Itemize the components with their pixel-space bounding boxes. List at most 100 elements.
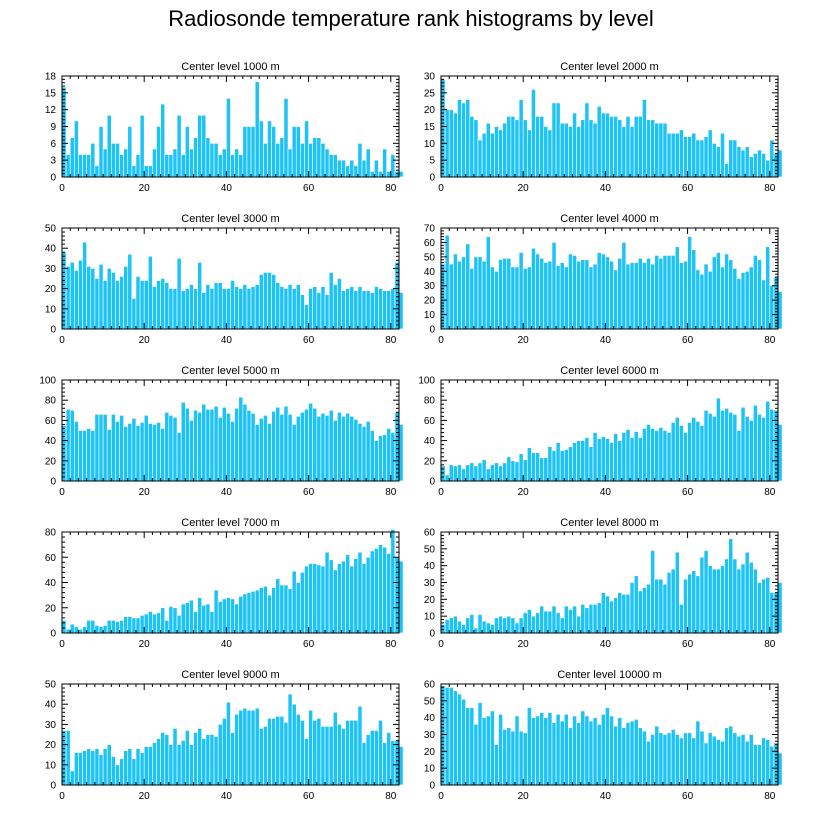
- histogram-bar: [123, 426, 129, 482]
- histogram-bar: [720, 565, 725, 634]
- y-tick-label: 0: [50, 173, 56, 184]
- histogram-bar: [687, 422, 692, 482]
- x-tick-label: 40: [221, 639, 233, 650]
- histogram-bar: [390, 740, 396, 786]
- histogram-bar: [374, 159, 379, 178]
- histogram-bar: [304, 120, 309, 178]
- histogram-bar: [744, 551, 750, 634]
- histogram-bar: [522, 459, 528, 482]
- y-tick-label: 100: [418, 376, 435, 387]
- histogram-bar: [642, 428, 647, 482]
- x-tick-label: 20: [139, 335, 151, 346]
- histogram-bar: [543, 717, 549, 786]
- histogram-bar: [291, 288, 297, 330]
- histogram-panel: Center level 10000 m 0 20 40 60 80 0 10 20 30 40 50…: [424, 669, 783, 802]
- histogram-bar: [337, 278, 342, 330]
- histogram-bar: [494, 617, 499, 634]
- histogram-bar: [473, 256, 479, 330]
- y-tick-label: 0: [50, 325, 56, 336]
- y-tick-label: 20: [424, 105, 436, 116]
- histogram-bar: [518, 617, 524, 634]
- histogram-bar: [617, 440, 623, 482]
- histogram-bar: [514, 461, 520, 482]
- histogram-bar: [633, 116, 639, 178]
- histogram-bar: [637, 727, 643, 786]
- x-tick-label: 60: [303, 639, 315, 650]
- histogram-bar: [304, 304, 309, 330]
- x-tick-label: 20: [139, 791, 151, 802]
- histogram-bar: [184, 126, 190, 178]
- x-tick-label: 20: [518, 183, 530, 194]
- histogram-bar: [189, 599, 194, 634]
- histogram-bar: [386, 290, 392, 330]
- histogram-bar: [711, 416, 717, 482]
- histogram-bar: [337, 412, 342, 482]
- y-tick-label: 0: [429, 477, 435, 488]
- histogram-bar: [374, 440, 379, 482]
- histogram-bar: [152, 424, 157, 482]
- histogram-bar: [744, 740, 750, 786]
- histogram-bar: [444, 687, 450, 786]
- histogram-bar: [176, 432, 182, 482]
- histogram-bar: [152, 742, 157, 786]
- histogram-bar: [382, 290, 387, 330]
- histogram-bar: [596, 724, 602, 786]
- histogram-bar: [254, 589, 260, 634]
- histogram-bar: [106, 429, 112, 482]
- histogram-bar: [279, 716, 285, 786]
- histogram-bar: [156, 738, 161, 786]
- histogram-bar: [86, 154, 92, 178]
- histogram-bar: [531, 717, 536, 786]
- histogram-bar: [213, 282, 219, 330]
- histogram-bar: [131, 165, 137, 178]
- histogram-bar: [522, 612, 528, 634]
- histogram-bar: [86, 748, 92, 786]
- histogram-bar: [576, 722, 582, 786]
- histogram-bar: [596, 106, 602, 178]
- histogram-bar: [547, 260, 553, 330]
- histogram-bar: [176, 257, 182, 330]
- histogram-bar: [683, 260, 688, 330]
- y-tick-label: 80: [424, 396, 436, 407]
- histogram-bar: [295, 284, 301, 330]
- histogram-bar: [164, 154, 170, 178]
- histogram-bar: [658, 578, 664, 634]
- histogram-bar: [135, 154, 141, 178]
- histogram-bar: [600, 713, 606, 786]
- x-tick-label: 80: [385, 487, 397, 498]
- histogram-bar: [123, 616, 129, 634]
- histogram-bar: [494, 270, 499, 330]
- histogram-bar: [156, 126, 161, 178]
- histogram-bar: [111, 414, 116, 482]
- y-tick-label: 0: [429, 173, 435, 184]
- histogram-bar: [226, 597, 231, 634]
- histogram-bar: [761, 279, 766, 330]
- histogram-bar: [152, 613, 157, 634]
- histogram-bar: [502, 462, 508, 482]
- histogram-bar: [481, 717, 487, 786]
- histogram-bar: [465, 707, 471, 786]
- histogram-bar: [683, 136, 688, 178]
- histogram-bar: [736, 278, 742, 330]
- histogram-bar: [295, 126, 301, 178]
- histogram-bar: [605, 707, 610, 786]
- histogram-bar: [646, 119, 651, 178]
- histogram-bar: [94, 278, 100, 330]
- histogram-bar: [78, 752, 83, 786]
- histogram-bar: [650, 428, 656, 482]
- y-tick-label: 15: [45, 88, 57, 99]
- histogram-bar: [328, 409, 334, 482]
- histogram-bar: [172, 288, 178, 330]
- histogram-bar: [300, 412, 305, 482]
- histogram-bar: [156, 280, 161, 330]
- histogram-bar: [168, 415, 174, 482]
- histogram-bar: [279, 584, 285, 634]
- histogram-bar: [226, 288, 231, 330]
- histogram-bar: [353, 558, 359, 634]
- histogram-bar: [563, 713, 569, 786]
- y-tick-label: 0: [429, 629, 435, 640]
- histogram-bar: [304, 408, 309, 482]
- histogram-bar: [378, 544, 383, 634]
- histogram-bar: [291, 570, 297, 634]
- panel-title: Center level 5000 m: [181, 365, 279, 377]
